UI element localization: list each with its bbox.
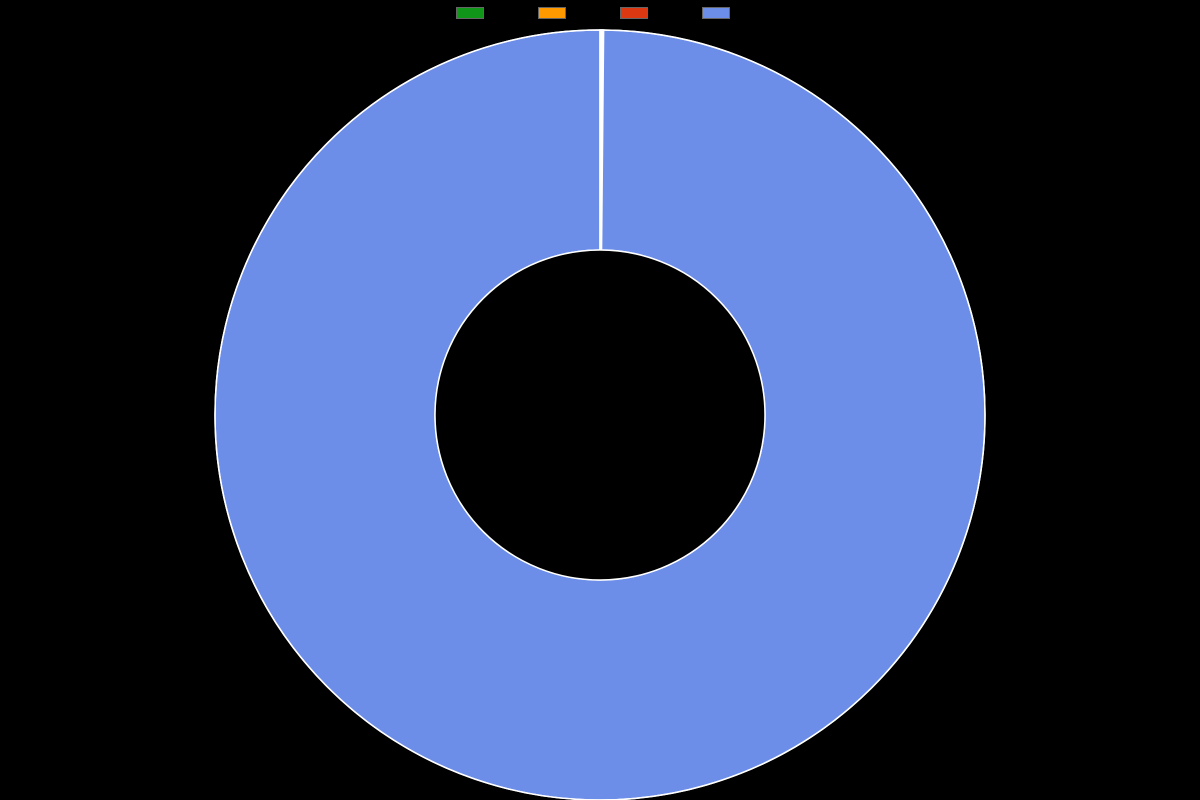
legend-item-3 [702,6,744,20]
legend-swatch-0 [456,7,484,19]
donut-inner-edge [435,250,765,580]
donut-svg [0,0,1200,800]
legend-label-2 [654,6,662,20]
legend [0,6,1200,20]
legend-label-3 [736,6,744,20]
legend-label-1 [572,6,580,20]
legend-swatch-2 [620,7,648,19]
page-root [0,0,1200,800]
legend-item-0 [456,6,498,20]
donut-chart [0,0,1200,800]
legend-item-1 [538,6,580,20]
legend-item-2 [620,6,662,20]
legend-label-0 [490,6,498,20]
legend-swatch-3 [702,7,730,19]
legend-swatch-1 [538,7,566,19]
